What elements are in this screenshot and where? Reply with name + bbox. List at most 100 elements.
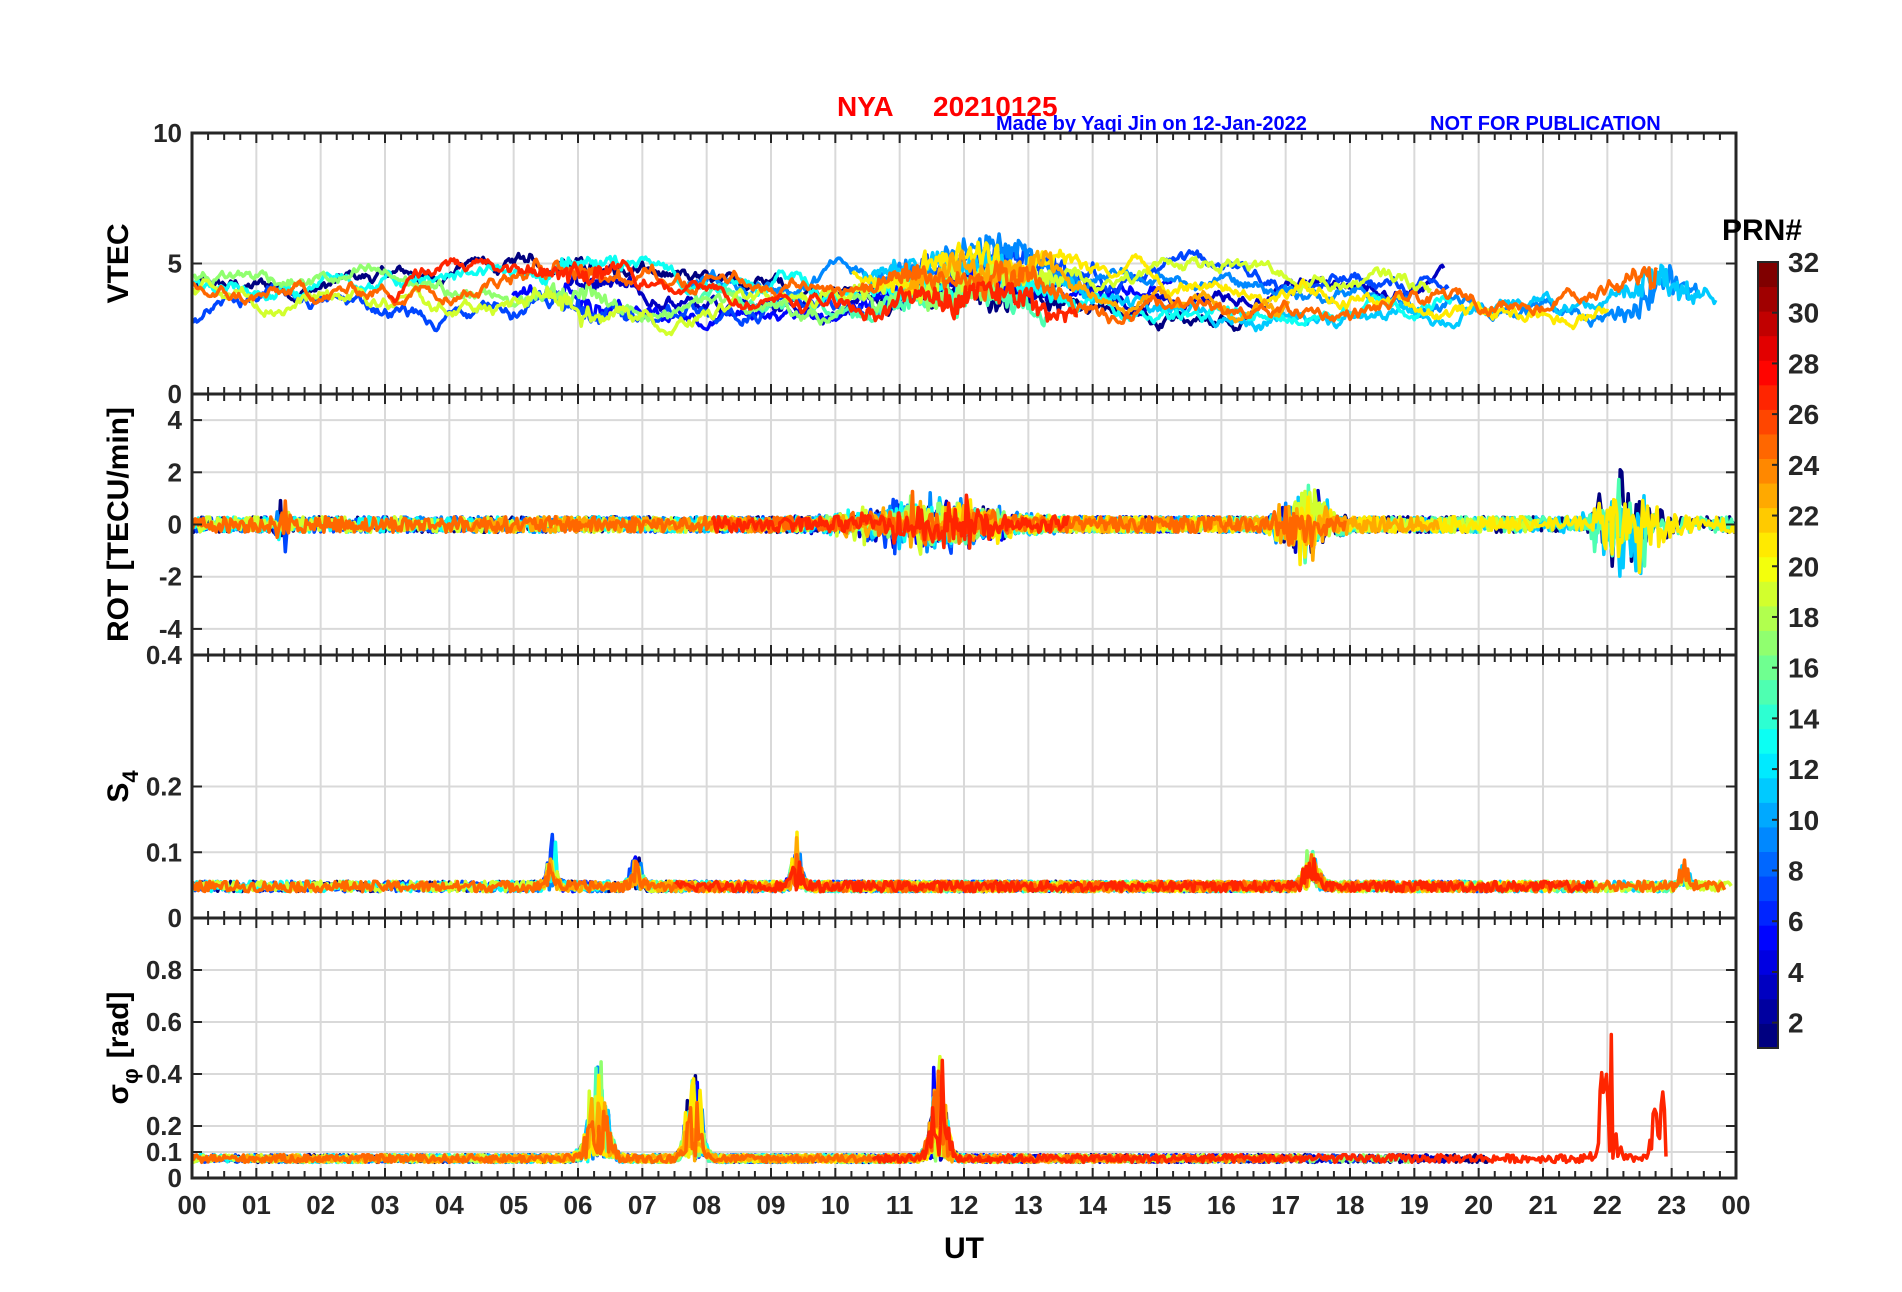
y-tick-label: 0.8 (146, 955, 182, 985)
x-tick-label: 02 (306, 1190, 335, 1220)
colorbar-tick-label: 2 (1788, 1008, 1804, 1039)
series-line-prn-1 (192, 1073, 1490, 1165)
y-tick-label: 10 (153, 118, 182, 148)
y-tick-label: 2 (168, 457, 182, 487)
y-tick-label: 4 (168, 405, 183, 435)
colorbar-tick-label: 6 (1788, 906, 1804, 937)
colorbar-segment (1758, 262, 1778, 288)
y-tick-label: 0 (168, 1163, 182, 1193)
colorbar-tick-label: 32 (1788, 247, 1819, 278)
colorbar-segment (1758, 1023, 1778, 1049)
y-tick-label: 0.1 (146, 837, 182, 867)
colorbar-segment (1758, 286, 1778, 312)
colorbar-tick-label: 8 (1788, 856, 1804, 887)
series-line-prn-17 (192, 262, 1019, 326)
colorbar-segment (1758, 802, 1778, 828)
y-tick-label: 0 (168, 510, 182, 540)
x-tick-label: 01 (242, 1190, 271, 1220)
colorbar-segment (1758, 384, 1778, 410)
series-line-prn-19 (192, 1054, 1308, 1165)
series-line-prn-25 (192, 1069, 1304, 1165)
x-tick-label: 18 (1336, 1190, 1365, 1220)
series-line-prn-11 (604, 491, 1648, 578)
colorbar-tick-label: 14 (1788, 703, 1820, 734)
x-tick-label: 15 (1143, 1190, 1172, 1220)
colorbar-segment (1758, 876, 1778, 902)
series-line-prn-23 (902, 249, 1291, 324)
x-tick-label: 23 (1657, 1190, 1686, 1220)
series-line-prn-15 (575, 1066, 929, 1165)
panel-rot: -4 -2 0 2 4 ROT [TECU/min] (102, 392, 1738, 657)
colorbar-tick-label: 4 (1788, 957, 1804, 988)
colorbar-segment (1758, 458, 1778, 484)
y-tick-label: -2 (159, 562, 182, 592)
x-tick-label: 08 (692, 1190, 721, 1220)
series-line-prn-11 (857, 250, 1718, 333)
panel-sigma: 00.10.2 0.4 0.6 0.8 σφ [rad] (102, 916, 1738, 1193)
x-tick-label: 12 (950, 1190, 979, 1220)
colorbar-segment (1758, 777, 1778, 803)
colorbar-segment (1758, 949, 1778, 975)
y-axis-label-main: S (102, 783, 135, 803)
series-group (192, 468, 1736, 578)
colorbar-segment (1758, 409, 1778, 435)
colorbar-tick-label: 26 (1788, 399, 1819, 430)
title-station: NYA (837, 91, 894, 122)
colorbar-segment (1758, 925, 1778, 951)
colorbar-segment (1758, 335, 1778, 361)
x-tick-label: 09 (757, 1190, 786, 1220)
y-axis-label-main: σ (102, 1084, 135, 1105)
series-group (192, 232, 1718, 337)
colorbar-tick-label: 18 (1788, 602, 1819, 633)
x-tick-label: 07 (628, 1190, 657, 1220)
y-axis-label: σφ [rad] (102, 992, 143, 1105)
colorbar-segment (1758, 704, 1778, 730)
colorbar-segment (1758, 974, 1778, 1000)
colorbar-segment (1758, 851, 1778, 877)
y-axis-label-unit: [rad] (102, 992, 135, 1059)
y-axis-label: S4 (102, 770, 143, 803)
colorbar-segment (1758, 507, 1778, 533)
x-tick-label: 06 (564, 1190, 593, 1220)
colorbar-segment (1758, 605, 1778, 631)
y-tick-label: 0.2 (146, 772, 182, 802)
y-tick-label: 0.1 (146, 1137, 182, 1167)
colorbar-segment (1758, 998, 1778, 1024)
x-tick-label: 00 (1722, 1190, 1751, 1220)
colorbar-segment (1758, 728, 1778, 754)
colorbar-tick-label: 12 (1788, 754, 1819, 785)
y-axis-label: ROT [TECU/min] (102, 407, 135, 642)
x-tick-label: 21 (1529, 1190, 1558, 1220)
colorbar-tick-label: 28 (1788, 348, 1819, 379)
title-date: 20210125 (933, 91, 1058, 122)
series-line-prn-25 (192, 257, 1658, 326)
x-tick-label: 04 (435, 1190, 464, 1220)
y-tick-label: -4 (159, 614, 183, 644)
y-tick-label: 0.6 (146, 1007, 182, 1037)
y-tick-label: 0 (168, 903, 182, 933)
x-tick-label: 14 (1078, 1190, 1107, 1220)
x-axis-label: UT (944, 1232, 984, 1265)
x-tick-label: 16 (1207, 1190, 1236, 1220)
series-line-prn-27 (871, 1032, 1668, 1165)
series-line-prn-27 (710, 493, 1070, 550)
colorbar-tick-label: 16 (1788, 653, 1819, 684)
colorbar-segment (1758, 753, 1778, 779)
y-tick-label: 0.4 (146, 1059, 183, 1089)
y-tick-label: 0.4 (146, 640, 183, 670)
y-tick-label: 0 (168, 379, 182, 409)
colorbar-segment (1758, 900, 1778, 926)
colorbar-segment (1758, 483, 1778, 509)
series-line-prn-27 (386, 257, 1079, 324)
x-tick-label: 03 (371, 1190, 400, 1220)
x-axis: 00 01 02 03 04 05 06 07 08 09 10 11 12 13 14 15 16 17 18 19… (178, 1190, 1751, 1265)
colorbar-segment (1758, 360, 1778, 386)
series-line-prn-17 (422, 1060, 1412, 1165)
colorbar-segment (1758, 826, 1778, 852)
colorbar-tick-label: 30 (1788, 298, 1819, 329)
x-tick-label: 11 (886, 1190, 914, 1220)
series-line-prn-5 (676, 1065, 1266, 1165)
x-tick-label: 17 (1271, 1190, 1300, 1220)
